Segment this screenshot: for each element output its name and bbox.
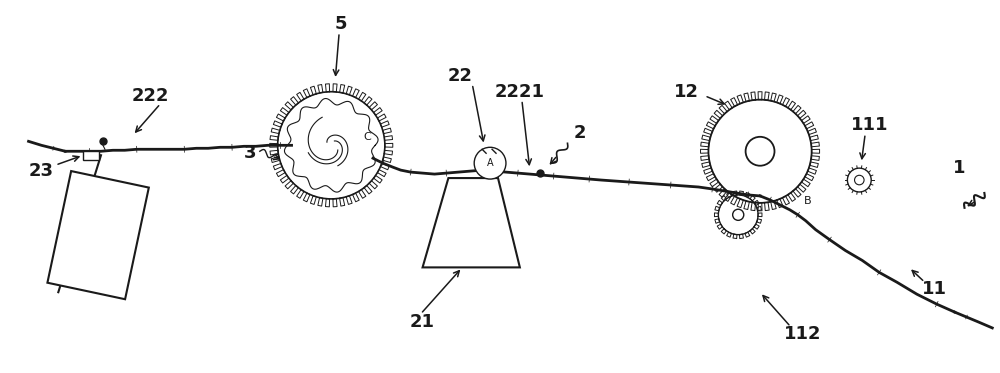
Circle shape — [847, 168, 871, 192]
Text: B: B — [804, 196, 812, 206]
Text: A: A — [487, 158, 493, 168]
Polygon shape — [423, 178, 520, 267]
Text: 23: 23 — [29, 162, 54, 180]
Text: 222: 222 — [132, 87, 169, 105]
Text: 22: 22 — [448, 67, 473, 85]
Text: 5: 5 — [335, 15, 347, 33]
Polygon shape — [47, 171, 149, 299]
Text: 112: 112 — [784, 325, 821, 343]
Text: C: C — [363, 132, 371, 142]
Text: 2221: 2221 — [495, 83, 545, 101]
Text: 11: 11 — [922, 280, 947, 298]
Text: 3: 3 — [244, 144, 256, 162]
Text: 12: 12 — [674, 83, 699, 101]
FancyBboxPatch shape — [83, 151, 99, 160]
Circle shape — [278, 92, 385, 199]
Text: 2: 2 — [573, 125, 586, 142]
Text: 111: 111 — [850, 116, 888, 134]
Text: 21: 21 — [410, 313, 435, 331]
Text: 1: 1 — [953, 159, 966, 177]
Circle shape — [474, 147, 506, 179]
